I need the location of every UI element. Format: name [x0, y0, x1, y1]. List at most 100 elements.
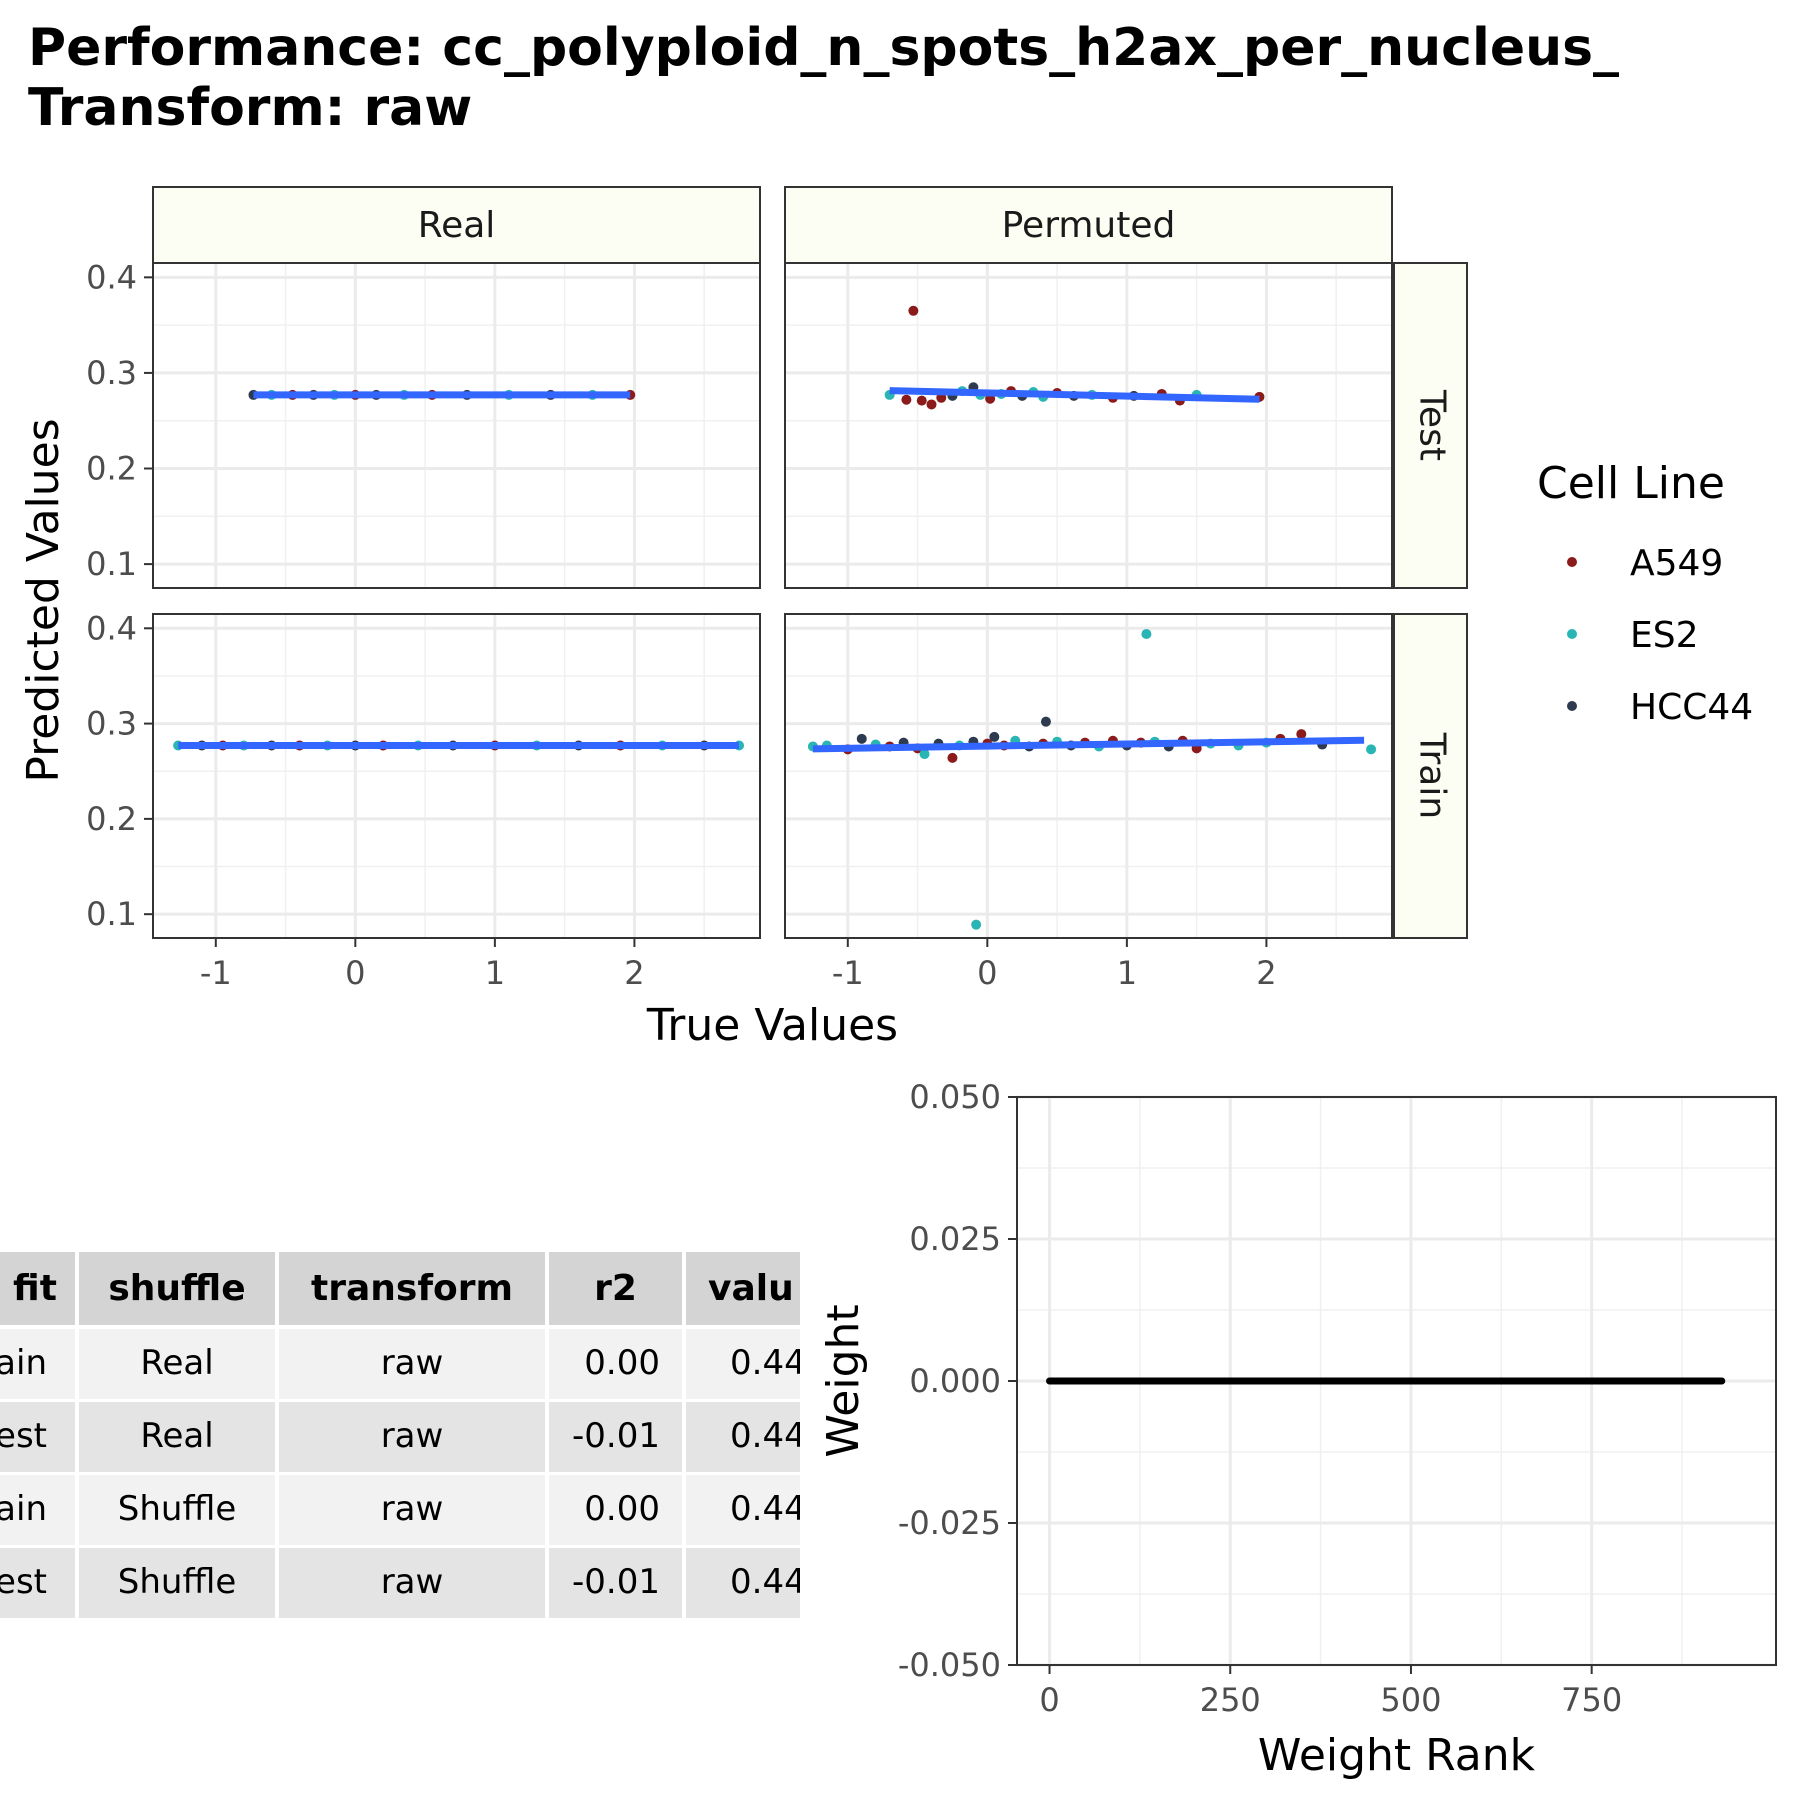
y-tick-label: 0.4: [86, 609, 137, 647]
table-header-valu: valu: [708, 1268, 794, 1309]
data-point-a549: [901, 394, 912, 405]
table-cell: 0.44: [730, 1562, 806, 1602]
table-cell: est: [0, 1416, 47, 1456]
table-cell: raw: [381, 1343, 444, 1383]
x-tick-label: 2: [624, 954, 644, 992]
y-tick-label: 0.1: [86, 895, 137, 933]
table-cell: rain: [0, 1489, 47, 1529]
table-cell-bg: [79, 1329, 275, 1399]
facet-label-train: Train: [1412, 732, 1453, 819]
x-tick-label: -1: [200, 954, 232, 992]
table-cell: raw: [381, 1489, 444, 1529]
data-point-hcc44: [1040, 716, 1051, 727]
legend-key-hcc44: [1567, 701, 1577, 711]
x-tick-label: 1: [1117, 954, 1137, 992]
data-point-es2: [1366, 744, 1377, 755]
facet-strip-test: [1393, 262, 1468, 589]
x-tick-label: 2: [1256, 954, 1276, 992]
weight-y-tick-label: 0.000: [909, 1362, 1001, 1400]
weight-x-tick-label: 250: [1200, 1681, 1261, 1719]
table-cell: -0.01: [572, 1416, 660, 1456]
table-cell-bg: [0, 1475, 75, 1545]
y-tick-label: 0.2: [86, 800, 137, 838]
table-cell-bg: [279, 1329, 545, 1399]
regression-line: [889, 387, 1260, 403]
y-tick-label: 0.3: [86, 705, 137, 743]
weight-x-axis-title: Weight Rank: [1258, 1730, 1536, 1781]
table-cell-bg: [686, 1329, 800, 1399]
data-point-a549: [947, 752, 958, 763]
weight-x-tick-label: 750: [1561, 1681, 1622, 1719]
panel-test-permuted: [784, 262, 1393, 589]
y-tick-label: 0.3: [86, 354, 137, 392]
table-cell-bg: [686, 1402, 800, 1472]
panel-train-real: [152, 613, 761, 939]
table-cell-bg: [549, 1548, 682, 1618]
table-cell-bg: [549, 1329, 682, 1399]
table-header-cell: [279, 1252, 545, 1325]
table-cell: Real: [140, 1416, 213, 1456]
table-header-shuffle: shuffle: [108, 1268, 245, 1309]
x-tick-label: 0: [977, 954, 997, 992]
data-point-es2: [971, 919, 982, 930]
table-cell: 0.44: [730, 1343, 806, 1383]
data-point-a549: [926, 399, 937, 410]
y-tick-label: 0.2: [86, 450, 137, 488]
table-cell-bg: [0, 1402, 75, 1472]
data-point-a549: [1296, 729, 1307, 740]
table-header-cell: [686, 1252, 800, 1325]
weight-y-tick-label: 0.025: [909, 1220, 1001, 1258]
data-point-es2: [1141, 629, 1152, 640]
facet-strip-permuted: [784, 186, 1393, 264]
data-point-a549: [916, 395, 927, 406]
table-cell-bg: [549, 1402, 682, 1472]
table-cell-bg: [686, 1475, 800, 1545]
table-header-cell: [0, 1252, 75, 1325]
x-axis-title: True Values: [646, 1000, 898, 1051]
legend-title: Cell Line: [1537, 458, 1725, 509]
panel-border: [784, 613, 1393, 939]
panel-border: [152, 262, 761, 589]
table-cell: Shuffle: [118, 1562, 236, 1602]
table-cell-bg: [549, 1475, 682, 1545]
table-cell: Real: [140, 1343, 213, 1383]
table-cell: -0.01: [572, 1562, 660, 1602]
facet-strip-train: [1393, 613, 1468, 939]
facet-label-real: Real: [418, 205, 496, 246]
table-cell: raw: [381, 1416, 444, 1456]
results-table: fit shuffle transform r2 valu rain Real raw 0.00…: [0, 1252, 806, 1618]
facet-strip-real: [152, 186, 761, 264]
weight-plot: [1016, 1095, 1777, 1667]
data-point-hcc44: [989, 731, 1000, 742]
regression-line: [812, 736, 1365, 753]
table-header-transform: transform: [311, 1268, 513, 1309]
table-cell-bg: [279, 1475, 545, 1545]
legend-key-es2: [1567, 629, 1577, 639]
legend-label-es2: ES2: [1630, 615, 1699, 656]
table-cell: est: [0, 1562, 47, 1602]
x-tick-label: 1: [485, 954, 505, 992]
table-header-cell: [79, 1252, 275, 1325]
table-cell-bg: [279, 1548, 545, 1618]
weight-x-tick-label: 0: [1039, 1681, 1059, 1719]
weight-x-tick-label: 500: [1380, 1681, 1441, 1719]
weight-y-tick-label: -0.050: [898, 1646, 1001, 1684]
figure-title: Performance: cc_polyploid_n_spots_h2ax_p…: [28, 18, 1620, 138]
table-cell: 0.00: [584, 1343, 660, 1383]
table-cell-bg: [79, 1475, 275, 1545]
y-tick-label: 0.4: [86, 258, 137, 296]
table-cell-bg: [0, 1548, 75, 1618]
data-point-es2: [919, 749, 930, 760]
table-cell-bg: [79, 1548, 275, 1618]
table-cell: 0.44: [730, 1416, 806, 1456]
table-cell: 0.00: [584, 1489, 660, 1529]
y-axis-title: Predicted Values: [18, 418, 69, 782]
y-tick-label: 0.1: [86, 545, 137, 583]
table-header-cell: [549, 1252, 682, 1325]
facet-label-test: Test: [1412, 389, 1453, 461]
table-cell: raw: [381, 1562, 444, 1602]
weight-y-tick-label: 0.050: [909, 1078, 1001, 1116]
data-point-a549: [908, 305, 919, 316]
panel-test-real: [152, 262, 761, 589]
